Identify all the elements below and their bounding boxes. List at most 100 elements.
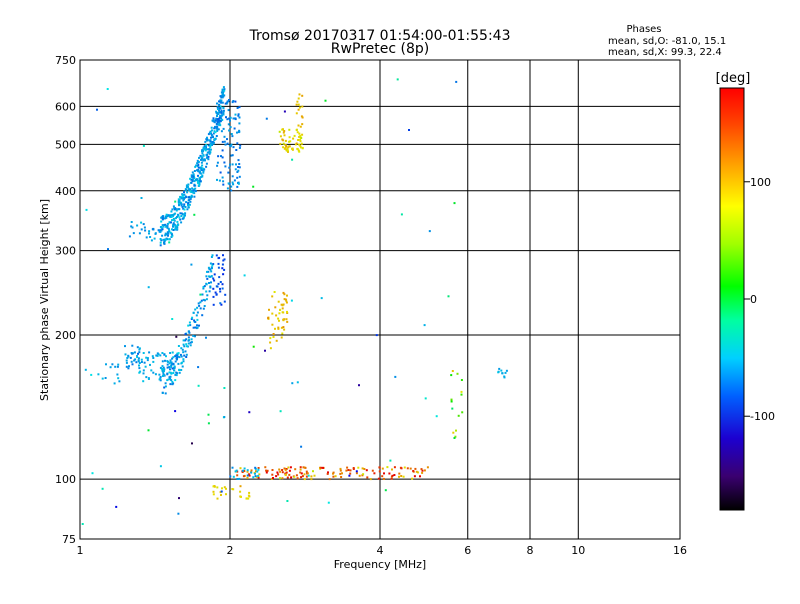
echo-point: [237, 182, 240, 185]
echo-point: [170, 365, 173, 368]
echo-point: [223, 89, 226, 92]
echo-point: [197, 384, 200, 387]
echo-point: [159, 354, 162, 357]
echo-point: [196, 306, 199, 309]
echo-point: [381, 475, 384, 478]
echo-point: [358, 384, 360, 387]
echo-point: [279, 470, 282, 473]
echo-point: [215, 110, 218, 113]
echo-point: [206, 294, 209, 297]
echo-point: [275, 339, 278, 342]
echo-point: [220, 303, 223, 306]
echo-point: [188, 196, 190, 199]
echo-point: [218, 276, 221, 279]
echo-point: [217, 282, 220, 285]
echo-point: [210, 134, 213, 136]
echo-point: [451, 407, 454, 410]
echo-point: [230, 154, 233, 157]
echo-point: [155, 354, 158, 357]
echo-point: [278, 468, 281, 471]
echo-point: [285, 468, 288, 470]
echo-point: [214, 291, 217, 294]
echo-point: [182, 343, 185, 346]
echo-point: [218, 107, 221, 110]
echo-point: [140, 228, 143, 231]
echo-point: [177, 198, 180, 201]
echo-point: [232, 488, 235, 491]
echo-point: [455, 429, 457, 432]
echo-point: [174, 355, 177, 358]
echo-point: [182, 339, 185, 342]
echo-point: [223, 416, 226, 418]
echo-point: [414, 467, 417, 470]
echo-point: [194, 190, 197, 193]
echo-point: [212, 493, 215, 496]
echo-point: [143, 361, 146, 364]
echo-point: [219, 114, 222, 117]
echo-point: [201, 314, 204, 317]
echo-point: [218, 109, 220, 112]
echo-point: [302, 466, 305, 469]
echo-point: [296, 381, 299, 384]
echo-point: [188, 203, 191, 206]
echo-point: [180, 355, 183, 358]
echo-point: [174, 228, 177, 231]
echo-point: [200, 155, 203, 158]
echo-point: [184, 212, 187, 215]
echo-point: [207, 266, 210, 269]
echo-point: [460, 390, 463, 393]
echo-point: [319, 467, 322, 470]
echo-point: [196, 159, 199, 162]
echo-point: [187, 206, 190, 209]
echo-point: [223, 88, 226, 91]
echo-point: [171, 208, 174, 211]
echo-point: [505, 369, 508, 372]
echo-point: [84, 368, 87, 371]
echo-point: [197, 164, 200, 166]
echo-point: [218, 103, 221, 106]
echo-point: [209, 285, 212, 288]
y-tick-label: 750: [55, 54, 76, 67]
echo-point: [185, 188, 187, 191]
echo-point: [229, 475, 232, 478]
echo-point: [230, 189, 233, 192]
echo-point: [217, 262, 220, 265]
grid-lines: [80, 60, 680, 539]
echo-point: [192, 326, 195, 329]
echo-point: [214, 131, 217, 134]
echo-point: [145, 356, 148, 359]
echo-point: [298, 150, 301, 153]
echo-point: [212, 135, 214, 138]
echo-point: [277, 317, 280, 320]
echo-point: [209, 151, 212, 154]
echo-point: [274, 327, 276, 330]
echo-point: [191, 442, 193, 445]
echo-point: [229, 119, 231, 122]
echo-point: [204, 140, 207, 143]
echo-point: [209, 143, 212, 146]
echo-point: [197, 170, 200, 173]
echo-point: [254, 475, 257, 478]
echo-point: [195, 314, 198, 317]
echo-point: [205, 283, 208, 286]
echo-point: [170, 379, 173, 382]
echo-point: [176, 215, 178, 218]
echo-point: [199, 170, 201, 173]
echo-point: [339, 467, 342, 470]
echo-point: [501, 372, 504, 375]
x-tick-label: 2: [227, 544, 234, 557]
echo-point: [220, 130, 223, 133]
echo-point: [275, 314, 278, 317]
echo-point: [297, 108, 300, 111]
echo-point: [207, 144, 210, 147]
echo-point: [181, 217, 184, 220]
echo-point: [205, 290, 208, 293]
echo-point: [198, 324, 200, 327]
echo-point: [161, 360, 164, 363]
echo-point: [292, 137, 295, 140]
echo-point: [215, 293, 218, 296]
echo-point: [213, 485, 216, 488]
echo-point: [245, 497, 248, 500]
echo-point: [243, 274, 246, 277]
echo-point: [205, 298, 208, 301]
